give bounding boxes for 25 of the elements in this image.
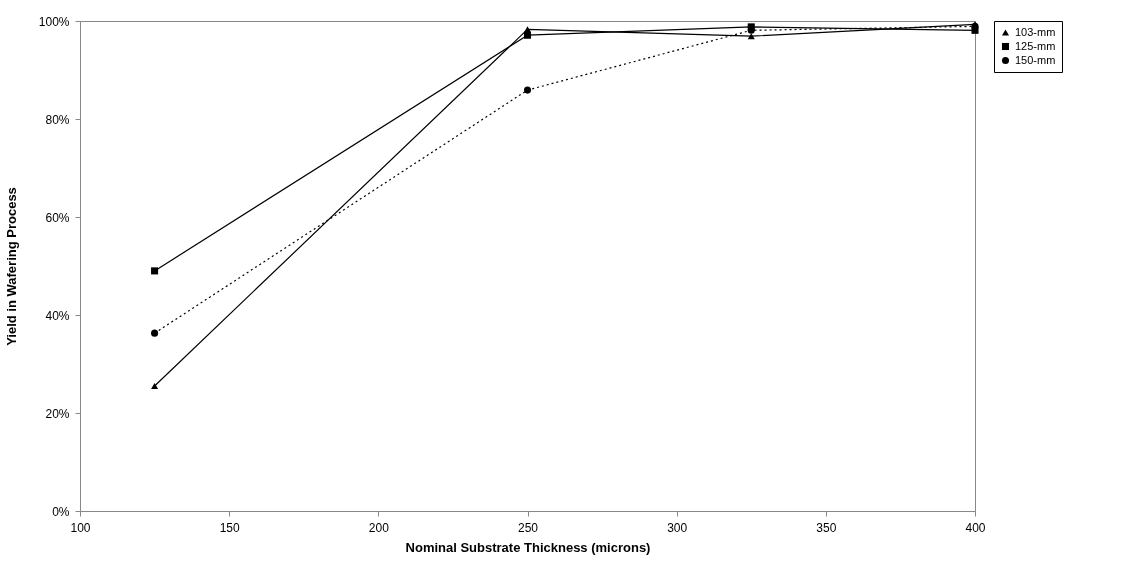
point — [523, 86, 532, 94]
x-tick-label: 200 — [368, 520, 390, 535]
point — [151, 382, 159, 390]
legend-label: 125-mm — [1015, 39, 1056, 52]
x-tick-label: 350 — [816, 520, 837, 535]
y-tick-label: 20% — [45, 406, 70, 421]
x-tick-label: 250 — [517, 520, 539, 535]
x-tick-label: 400 — [965, 520, 986, 535]
y-tick-label: 40% — [45, 308, 70, 323]
legend-label: 103-mm — [1015, 25, 1056, 38]
point — [151, 329, 159, 337]
x-tick-label: 100 — [70, 520, 91, 535]
point — [523, 26, 532, 33]
point — [523, 31, 532, 39]
y-tick-label: 80% — [45, 112, 70, 127]
x-axis-title: Nominal Substrate Thickness (microns) — [405, 539, 651, 555]
legend-label: 150-mm — [1015, 53, 1056, 66]
x-tick-label: 150 — [219, 520, 240, 535]
y-axis-title: Yield in Wafering Process — [3, 187, 19, 346]
x-tick-label: 300 — [667, 520, 688, 535]
y-tick-label: 0% — [52, 504, 70, 519]
point — [747, 33, 755, 40]
y-tick-label: 60% — [45, 210, 70, 225]
point — [151, 267, 159, 275]
y-tick-label: 100% — [38, 14, 70, 29]
